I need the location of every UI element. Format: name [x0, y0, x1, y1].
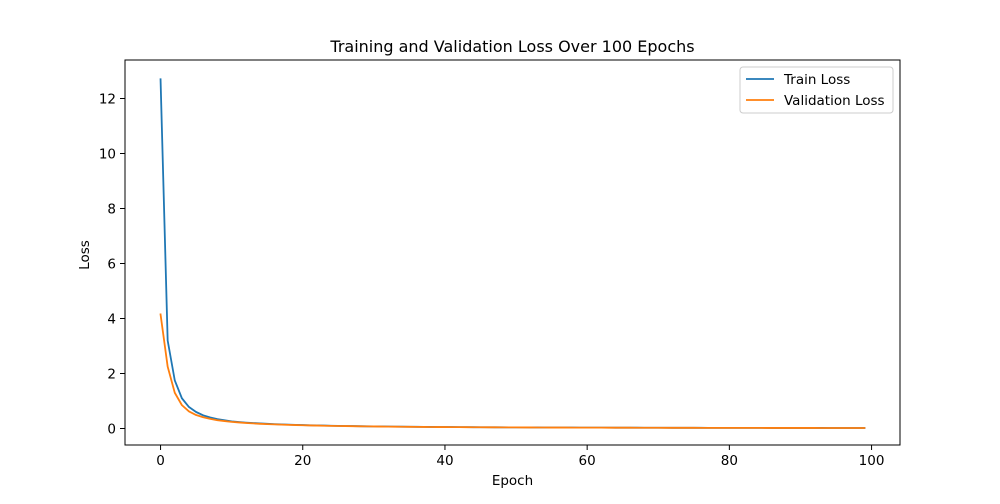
series-line-validation-loss: [159, 313, 866, 429]
x-axis-ticks: 0 20 40 60 80 100: [156, 445, 884, 469]
x-tick-label: 40: [436, 453, 453, 469]
plot-frame: [124, 59, 901, 446]
x-tick-label: 20: [294, 453, 311, 469]
legend-box: [739, 66, 894, 114]
y-axis-label: Loss: [77, 240, 93, 270]
x-tick-label: 0: [156, 453, 165, 469]
x-tick-label: 100: [859, 453, 885, 469]
legend-label-validation-loss: Validation Loss: [784, 93, 885, 109]
legend-label-train-loss: Train Loss: [783, 72, 850, 88]
y-tick-label: 8: [107, 202, 116, 218]
y-tick-label: 12: [99, 92, 116, 108]
x-tick-label: 60: [579, 453, 596, 469]
x-tick-label: 80: [721, 453, 738, 469]
y-tick-label: 2: [107, 367, 116, 383]
y-tick-label: 10: [99, 147, 116, 163]
y-tick-label: 4: [107, 312, 116, 328]
x-axis-label: Epoch: [492, 473, 533, 489]
series-line-train-loss: [159, 78, 866, 429]
plot-lines: [159, 78, 866, 429]
y-axis-ticks: 0 2 4 6 8 10 12: [99, 92, 125, 438]
legend: Train Loss Validation Loss: [739, 66, 894, 114]
y-tick-label: 6: [107, 257, 116, 273]
chart-title: Training and Validation Loss Over 100 Ep…: [329, 37, 694, 56]
y-tick-label: 0: [107, 422, 116, 438]
